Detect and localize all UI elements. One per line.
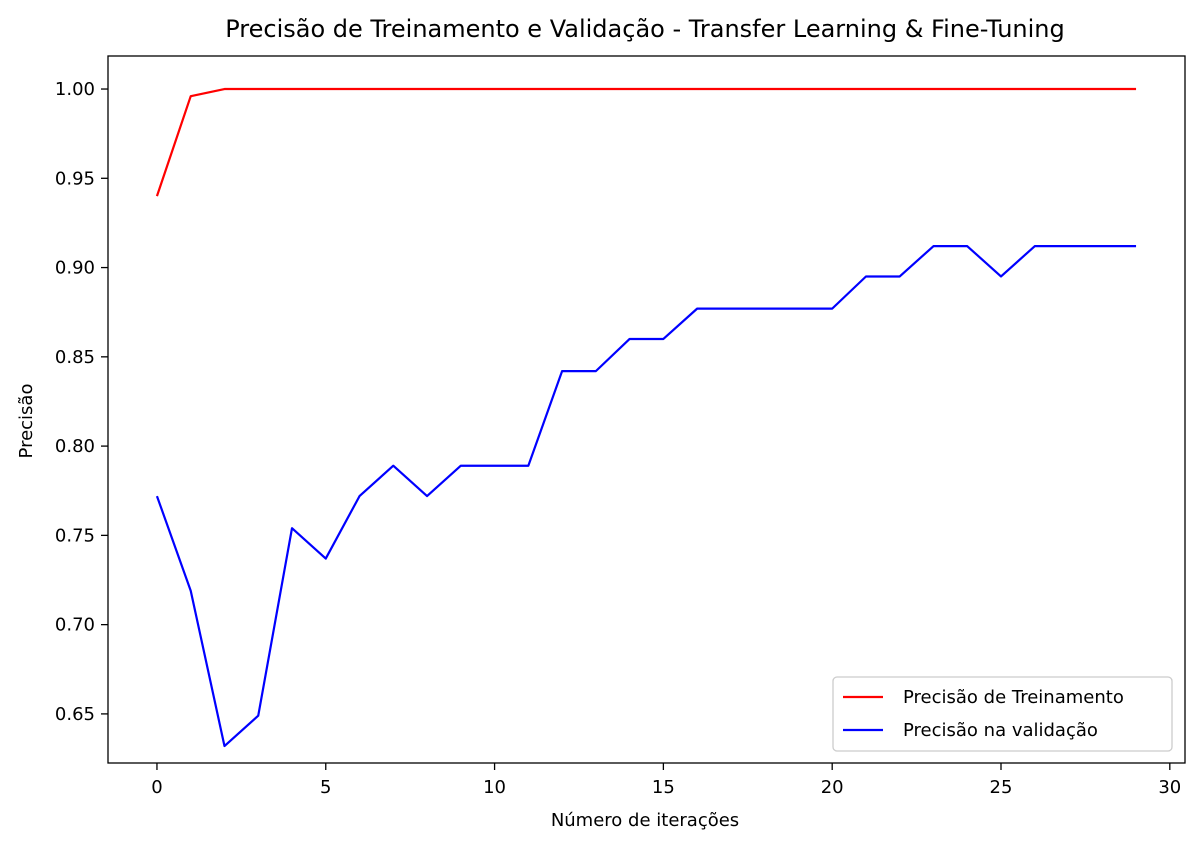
y-tick-label: 0.90 <box>55 258 95 279</box>
y-tick-label: 0.75 <box>55 525 95 546</box>
x-axis-ticks: 0 5 10 15 20 25 30 <box>151 763 1181 798</box>
y-tick-label: 0.85 <box>55 347 95 368</box>
x-tick-label: 0 <box>151 777 162 798</box>
x-tick-label: 15 <box>652 777 675 798</box>
plot-frame <box>107 55 1186 764</box>
legend-label-1: Precisão de Treinamento <box>903 687 1124 708</box>
y-tick-label: 0.70 <box>55 615 95 636</box>
series-line-2 <box>155 245 1137 748</box>
y-tick-label: 1.00 <box>55 79 95 100</box>
y-tick-label: 0.95 <box>55 168 95 189</box>
plot-area: 0 5 10 15 20 25 30 0.65 0.70 0.75 0.80 0.85 0.90 0.9… <box>55 55 1186 798</box>
legend-label-2: Precisão na validação <box>903 720 1098 741</box>
y-tick-label: 0.80 <box>55 436 95 457</box>
legend: Precisão de Treinamento Precisão na valid… <box>832 676 1173 752</box>
x-tick-label: 30 <box>1158 777 1181 798</box>
series-group <box>155 87 1137 748</box>
x-tick-label: 5 <box>320 777 331 798</box>
y-tick-label: 0.65 <box>55 704 95 725</box>
legend-items: Precisão de Treinamento Precisão na valid… <box>843 687 1124 741</box>
x-tick-label: 10 <box>483 777 506 798</box>
chart-title: Precisão de Treinamento e Validação - Tr… <box>225 15 1065 43</box>
y-axis-label: Precisão <box>16 384 37 459</box>
series-line-1 <box>155 87 1137 197</box>
x-axis-label: Número de iterações <box>551 810 739 831</box>
y-axis-ticks: 0.65 0.70 0.75 0.80 0.85 0.90 0.95 1.00 <box>55 79 108 725</box>
legend-box <box>832 676 1173 752</box>
x-tick-label: 25 <box>990 777 1013 798</box>
x-tick-label: 20 <box>821 777 844 798</box>
